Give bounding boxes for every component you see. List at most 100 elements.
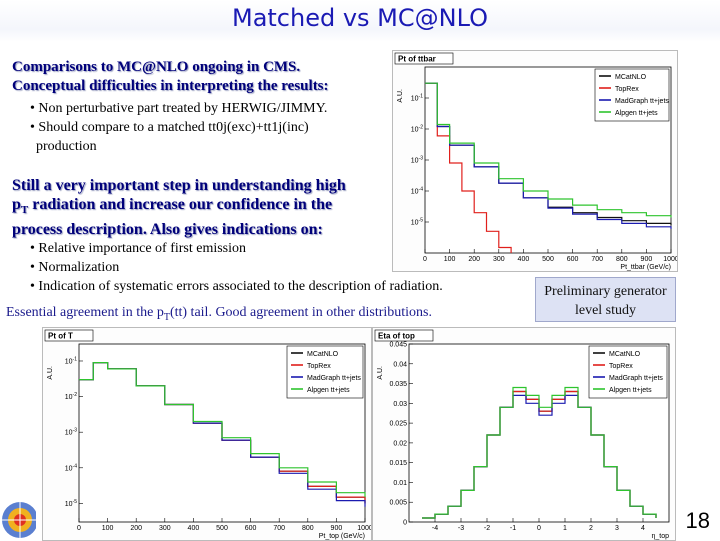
y-axis-label: A.U. bbox=[397, 89, 404, 103]
chart-eta-top: Eta of top A.U. η_top 0.045 0.04 0.035 0.03 0.0… bbox=[372, 327, 676, 541]
bullet-list-1: • Non perturbative part treated by HERWI… bbox=[30, 99, 327, 156]
chart-title-box bbox=[374, 329, 434, 342]
bullet-text: Non perturbative part treated by HERWIG/… bbox=[38, 101, 328, 116]
prelim-line: level study bbox=[574, 303, 637, 318]
agreement-note: Essential agreement in the pT(tt) tail. … bbox=[6, 305, 432, 323]
bullet-char: • bbox=[30, 279, 35, 294]
bullet-char: • bbox=[30, 120, 35, 135]
legend-label: Alpgen tt+jets bbox=[609, 387, 652, 394]
y-tick-label: 10-1 bbox=[411, 94, 423, 103]
header-band bbox=[0, 0, 720, 42]
chart-title-box bbox=[44, 329, 94, 342]
bullet-text: Should compare to a matched tt0j(exc)+tt… bbox=[38, 120, 309, 135]
bullet-item: • Should compare to a matched tt0j(exc)+… bbox=[30, 118, 327, 137]
y-tick-label: 0.03 bbox=[393, 401, 407, 408]
bullet-text: Normalization bbox=[38, 260, 120, 275]
heading-line: Still a very important step in understan… bbox=[12, 177, 346, 194]
bullet-item: • Indication of systematic errors associ… bbox=[30, 277, 443, 296]
y-tick-label: 0.045 bbox=[389, 342, 407, 349]
heading-line: pT radiation and increase our confidence… bbox=[12, 195, 346, 220]
bullet-item: • Non perturbative part treated by HERWI… bbox=[30, 99, 327, 118]
y-tick-label: 10-5 bbox=[411, 218, 423, 227]
note-text: Essential agreement in the p bbox=[6, 305, 164, 320]
x-tick-label: 0 bbox=[77, 525, 81, 532]
x-tick-label: 700 bbox=[591, 256, 603, 263]
y-tick-label: 10-3 bbox=[411, 156, 423, 165]
heading-important-step: Still a very important step in understan… bbox=[12, 176, 346, 239]
x-tick-label: 0 bbox=[537, 525, 541, 532]
heading-subscript: T bbox=[20, 204, 29, 217]
heading-line: Conceptual difficulties in interpreting … bbox=[12, 78, 329, 94]
heading-comparisons: Comparisons to MC@NLO ongoing in CMS. Co… bbox=[12, 58, 329, 96]
legend-label: Alpgen tt+jets bbox=[615, 110, 658, 117]
chart-title: Pt of ttbar bbox=[398, 55, 436, 64]
heading-line: process description. Also gives indicati… bbox=[12, 221, 323, 239]
heading-text: radiation and increase our confidence in… bbox=[28, 196, 333, 213]
bullet-char: • bbox=[30, 260, 35, 275]
x-tick-label: 400 bbox=[188, 525, 200, 532]
series-line-3 bbox=[425, 82, 672, 218]
y-tick-label: 0.005 bbox=[389, 500, 407, 507]
note-subscript: T bbox=[163, 311, 170, 323]
chart-pt-top: Pt of T A.U. Pt_top (GeV/c) 10-1 10-2 10-3 10-… bbox=[42, 327, 372, 541]
x-tick-label: 800 bbox=[616, 256, 628, 263]
x-tick-label: 800 bbox=[302, 525, 314, 532]
bullet-text: Relative importance of first emission bbox=[38, 241, 247, 256]
chart-title-box bbox=[394, 52, 454, 65]
bullet-char: • bbox=[30, 241, 35, 256]
chart-pt-ttbar: Pt of ttbar A.U. Pt_ttbar (GeV/c) 10-1 10-2 1… bbox=[392, 50, 678, 272]
legend-label: MCatNLO bbox=[307, 351, 339, 358]
slide-title: Matched vs MC@NLO bbox=[231, 4, 489, 32]
bullet-char: • bbox=[30, 101, 35, 116]
x-tick-label: 300 bbox=[493, 256, 505, 263]
x-tick-label: 1000 bbox=[357, 525, 372, 532]
x-tick-label: 900 bbox=[641, 256, 653, 263]
x-tick-label: 200 bbox=[468, 256, 480, 263]
y-tick-label: 10-4 bbox=[65, 463, 77, 472]
x-tick-label: 500 bbox=[542, 256, 554, 263]
legend-label: TopRex bbox=[615, 86, 639, 93]
x-tick-label: 600 bbox=[245, 525, 257, 532]
prelim-line: Preliminary generator bbox=[544, 284, 667, 299]
x-tick-label: -2 bbox=[484, 525, 490, 532]
x-tick-label: 700 bbox=[273, 525, 285, 532]
cms-logo bbox=[2, 502, 36, 538]
y-axis-label: A.U. bbox=[47, 366, 54, 380]
y-tick-label: 10-3 bbox=[65, 428, 77, 437]
y-tick-label: 10-5 bbox=[65, 499, 77, 508]
heading-text: p bbox=[12, 196, 21, 213]
x-tick-label: 300 bbox=[159, 525, 171, 532]
legend-label: TopRex bbox=[307, 363, 331, 370]
series-line-1 bbox=[425, 82, 512, 253]
chart-title: Eta of top bbox=[378, 332, 415, 341]
x-tick-label: 100 bbox=[444, 256, 456, 263]
y-tick-label: 10-1 bbox=[65, 356, 77, 365]
legend-label: MadGraph tt+jets bbox=[615, 98, 669, 105]
x-axis-label: Pt_ttbar (GeV/c) bbox=[620, 264, 671, 271]
page-number: 18 bbox=[685, 508, 710, 533]
y-tick-label: 0.015 bbox=[389, 460, 407, 467]
x-tick-label: 0 bbox=[423, 256, 427, 263]
x-tick-label: -1 bbox=[510, 525, 516, 532]
x-tick-label: 100 bbox=[102, 525, 114, 532]
bullet-text: Indication of systematic errors associat… bbox=[38, 279, 443, 294]
legend-label: TopRex bbox=[609, 363, 633, 370]
x-tick-label: 4 bbox=[641, 525, 645, 532]
x-tick-label: -3 bbox=[458, 525, 464, 532]
x-tick-label: 500 bbox=[216, 525, 228, 532]
bullet-list-2: • Relative importance of first emission … bbox=[30, 239, 443, 296]
x-tick-label: 3 bbox=[615, 525, 619, 532]
y-tick-label: 0 bbox=[403, 520, 407, 527]
x-tick-label: -4 bbox=[432, 525, 438, 532]
x-tick-label: 600 bbox=[567, 256, 579, 263]
chart-title: Pt of T bbox=[48, 332, 73, 341]
legend-label: MadGraph tt+jets bbox=[609, 375, 663, 382]
y-tick-label: 0.025 bbox=[389, 421, 407, 428]
legend-label: MCatNLO bbox=[615, 74, 647, 81]
x-tick-label: 1000 bbox=[663, 256, 678, 263]
x-tick-label: 1 bbox=[563, 525, 567, 532]
note-text: (tt) tail. Good agreement in other distr… bbox=[169, 305, 433, 320]
x-axis-label: η_top bbox=[651, 533, 669, 540]
preliminary-box: Preliminary generator level study bbox=[535, 277, 676, 322]
y-tick-label: 10-2 bbox=[65, 392, 77, 401]
